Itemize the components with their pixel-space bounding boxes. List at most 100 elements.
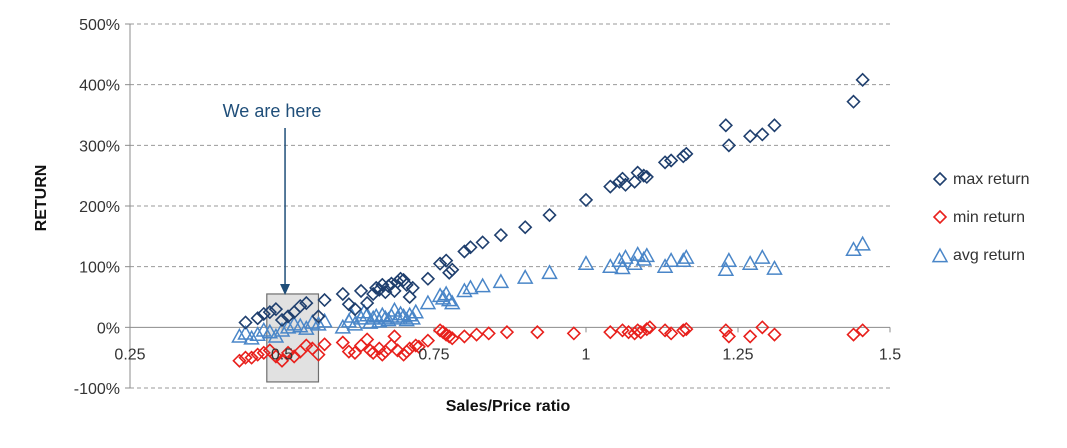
legend-item-avg-return: avg return bbox=[931, 247, 1025, 264]
data-point bbox=[439, 253, 454, 268]
data-point bbox=[457, 244, 472, 259]
data-point bbox=[845, 241, 862, 257]
data-point bbox=[268, 349, 284, 364]
data-point bbox=[676, 149, 691, 164]
y-tick-label: 0% bbox=[97, 320, 120, 337]
data-point bbox=[721, 138, 737, 153]
data-point bbox=[767, 118, 782, 133]
data-point bbox=[279, 318, 297, 334]
data-point bbox=[374, 306, 391, 322]
data-point bbox=[280, 345, 296, 360]
axis-layer bbox=[125, 23, 891, 389]
x-axis-title: Sales/Price ratio bbox=[446, 398, 571, 415]
annotation-text: We are here bbox=[223, 101, 322, 121]
data-point bbox=[663, 153, 679, 168]
data-point bbox=[516, 269, 534, 284]
data-point bbox=[390, 343, 405, 358]
data-point bbox=[492, 273, 510, 289]
x-tick-label: 1.5 bbox=[879, 346, 901, 363]
data-point bbox=[627, 174, 642, 189]
data-point bbox=[718, 323, 733, 338]
data-point bbox=[663, 326, 679, 341]
data-point bbox=[846, 94, 861, 109]
data-point bbox=[474, 277, 491, 293]
data-point bbox=[443, 294, 461, 310]
data-point bbox=[639, 322, 654, 337]
data-point bbox=[387, 329, 402, 344]
data-point bbox=[317, 337, 332, 352]
data-point bbox=[617, 249, 634, 264]
data-point bbox=[392, 305, 409, 321]
data-point bbox=[232, 353, 247, 368]
data-point bbox=[475, 235, 490, 250]
data-point bbox=[530, 325, 545, 340]
data-point bbox=[335, 335, 350, 350]
x-tick-label: 1.25 bbox=[722, 346, 753, 363]
legend-label: max return bbox=[953, 171, 1029, 188]
legend-label: min return bbox=[953, 209, 1025, 226]
data-point bbox=[462, 279, 479, 295]
legend: max return min return avg return bbox=[931, 171, 1029, 264]
data-point bbox=[636, 168, 651, 183]
data-point bbox=[675, 252, 692, 267]
data-point bbox=[718, 118, 733, 133]
data-point bbox=[384, 338, 399, 353]
data-point bbox=[629, 245, 646, 261]
data-point bbox=[411, 339, 426, 354]
data-point bbox=[854, 235, 871, 251]
data-point bbox=[250, 347, 265, 362]
data-point bbox=[456, 282, 473, 298]
data-point bbox=[243, 329, 260, 345]
data-point bbox=[855, 323, 870, 338]
data-point bbox=[407, 303, 425, 319]
data-point bbox=[293, 298, 308, 314]
data-point bbox=[420, 333, 436, 348]
data-point bbox=[274, 353, 290, 368]
data-point bbox=[463, 240, 478, 255]
series-min-return bbox=[232, 320, 870, 368]
data-point bbox=[401, 306, 418, 322]
y-tick-label: -100% bbox=[74, 381, 120, 398]
legend-marker bbox=[932, 171, 948, 187]
data-point bbox=[341, 297, 357, 312]
data-point bbox=[639, 169, 654, 185]
legend-label: avg return bbox=[953, 247, 1025, 264]
y-tick-label: 300% bbox=[79, 138, 120, 155]
legend-item-max-return: max return bbox=[932, 171, 1029, 188]
data-point bbox=[244, 350, 259, 365]
data-point bbox=[249, 326, 266, 341]
x-tick-label: 0.75 bbox=[418, 346, 449, 363]
data-point bbox=[846, 327, 861, 342]
data-point bbox=[493, 227, 509, 243]
data-point bbox=[445, 331, 460, 346]
data-point bbox=[766, 259, 783, 275]
data-point bbox=[615, 171, 630, 186]
series-layer bbox=[231, 72, 871, 368]
data-point bbox=[754, 249, 771, 264]
data-point bbox=[274, 312, 290, 328]
data-point bbox=[402, 289, 417, 305]
data-point bbox=[755, 320, 770, 335]
data-point bbox=[743, 129, 758, 144]
data-point bbox=[310, 315, 327, 331]
data-point bbox=[408, 338, 423, 353]
data-point bbox=[238, 315, 253, 330]
data-point bbox=[432, 256, 448, 271]
data-point bbox=[432, 323, 448, 338]
data-point bbox=[499, 325, 515, 340]
data-point bbox=[481, 326, 496, 341]
data-point bbox=[369, 280, 384, 296]
data-point bbox=[384, 276, 399, 291]
grid-layer bbox=[130, 23, 890, 389]
data-point bbox=[679, 322, 694, 337]
label-layer: -100% 0% 100% 200% 300% 400% 500% 0.25 0.5 0.75 1 1… bbox=[33, 17, 901, 415]
data-point bbox=[381, 278, 396, 294]
data-point bbox=[273, 321, 291, 337]
legend-marker bbox=[931, 247, 949, 263]
data-point bbox=[396, 272, 411, 288]
data-point bbox=[375, 347, 390, 362]
series-max-return bbox=[238, 72, 870, 330]
data-point bbox=[755, 127, 770, 142]
